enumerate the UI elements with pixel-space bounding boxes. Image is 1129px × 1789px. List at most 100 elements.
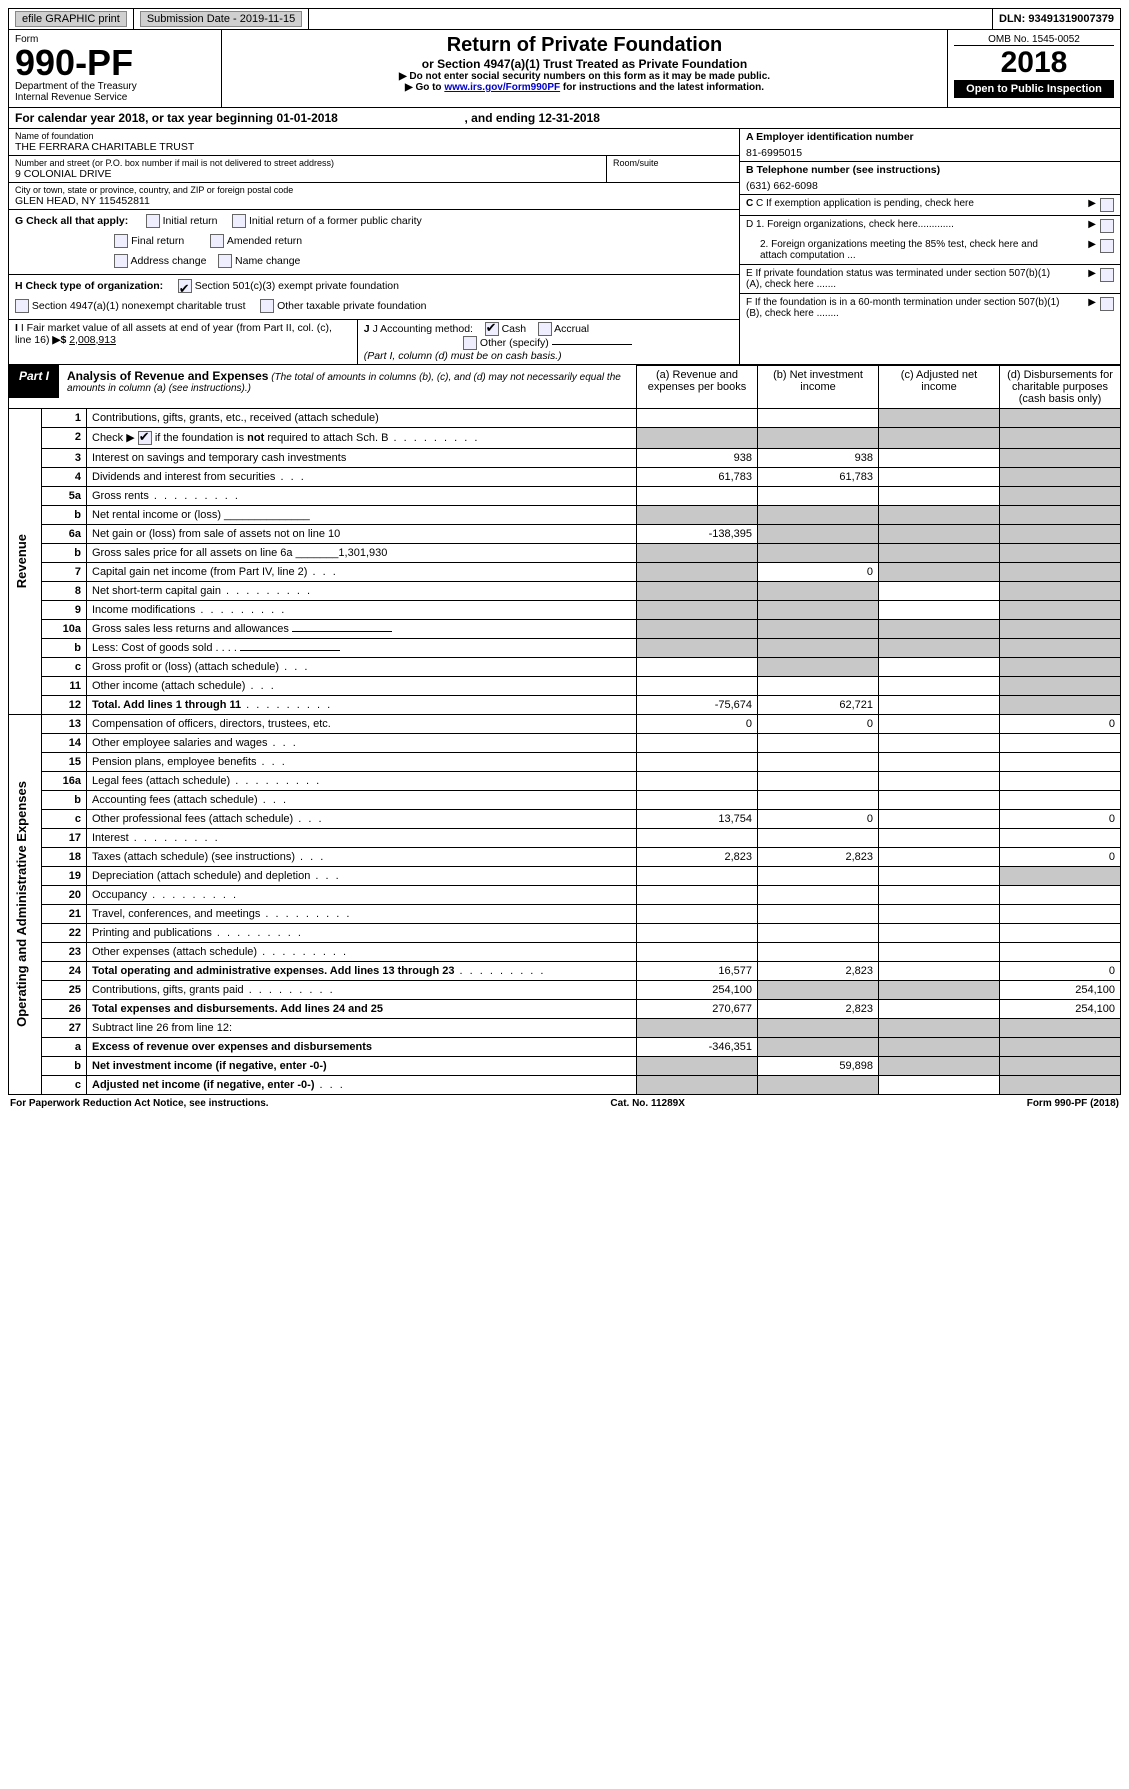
value-cell xyxy=(637,408,758,427)
row-desc: Net gain or (loss) from sale of assets n… xyxy=(87,524,637,543)
chk-other-taxable[interactable] xyxy=(260,299,274,313)
row-number: 14 xyxy=(42,733,87,752)
chk-sch-b[interactable] xyxy=(138,431,152,445)
city-label: City or town, state or province, country… xyxy=(15,185,733,195)
h-label: H Check type of organization: xyxy=(15,280,163,292)
g-opt-1: Initial return of a former public charit… xyxy=(249,215,422,227)
name-label: Name of foundation xyxy=(15,131,733,141)
chk-initial-return[interactable] xyxy=(146,214,160,228)
value-cell xyxy=(637,771,758,790)
row-desc: Capital gain net income (from Part IV, l… xyxy=(87,562,637,581)
row-number: 7 xyxy=(42,562,87,581)
value-cell xyxy=(758,600,879,619)
chk-accrual[interactable] xyxy=(538,322,552,336)
value-cell xyxy=(879,733,1000,752)
value-cell xyxy=(1000,771,1121,790)
value-cell: 254,100 xyxy=(637,980,758,999)
open-inspection: Open to Public Inspection xyxy=(954,80,1114,98)
value-cell: 61,783 xyxy=(758,467,879,486)
row-number: 6a xyxy=(42,524,87,543)
table-row: 18Taxes (attach schedule) (see instructi… xyxy=(9,847,1121,866)
value-cell: 0 xyxy=(1000,714,1121,733)
row-desc: Net rental income or (loss) ____________… xyxy=(87,505,637,524)
value-cell xyxy=(879,619,1000,638)
row-number: 19 xyxy=(42,866,87,885)
row-number: 27 xyxy=(42,1018,87,1037)
col-b-header: (b) Net investment income xyxy=(758,365,879,408)
chk-f[interactable] xyxy=(1100,297,1114,311)
row-desc: Total. Add lines 1 through 11 xyxy=(87,695,637,714)
value-cell xyxy=(758,657,879,676)
value-cell: 2,823 xyxy=(758,847,879,866)
calendar-year-row: For calendar year 2018, or tax year begi… xyxy=(8,108,1121,129)
value-cell: 0 xyxy=(758,809,879,828)
value-cell xyxy=(758,904,879,923)
row-desc: Excess of revenue over expenses and disb… xyxy=(87,1037,637,1056)
value-cell xyxy=(879,427,1000,448)
row-number: 18 xyxy=(42,847,87,866)
city-value: GLEN HEAD, NY 115452811 xyxy=(15,195,733,207)
value-cell xyxy=(1000,752,1121,771)
form-subtitle: or Section 4947(a)(1) Trust Treated as P… xyxy=(228,57,941,71)
chk-cash[interactable] xyxy=(485,322,499,336)
row-desc: Less: Cost of goods sold . . . . xyxy=(87,638,637,657)
part1-label: Part I xyxy=(9,365,59,398)
table-row: 6aNet gain or (loss) from sale of assets… xyxy=(9,524,1121,543)
value-cell xyxy=(879,999,1000,1018)
chk-c[interactable] xyxy=(1100,198,1114,212)
chk-initial-former[interactable] xyxy=(232,214,246,228)
room-cell: Room/suite xyxy=(607,156,739,182)
chk-amended[interactable] xyxy=(210,234,224,248)
row-number: 9 xyxy=(42,600,87,619)
chk-d1[interactable] xyxy=(1100,219,1114,233)
chk-final-return[interactable] xyxy=(114,234,128,248)
efile-label: efile GRAPHIC print xyxy=(15,11,127,27)
table-row: 17Interest xyxy=(9,828,1121,847)
value-cell: -138,395 xyxy=(637,524,758,543)
row-number: 11 xyxy=(42,676,87,695)
value-cell: 938 xyxy=(637,448,758,467)
chk-address-change[interactable] xyxy=(114,254,128,268)
value-cell xyxy=(879,809,1000,828)
chk-e[interactable] xyxy=(1100,268,1114,282)
side-label: Operating and Administrative Expenses xyxy=(9,714,42,1094)
j-label: J Accounting method: xyxy=(373,322,473,334)
chk-name-change[interactable] xyxy=(218,254,232,268)
value-cell xyxy=(637,562,758,581)
part1-title: Analysis of Revenue and Expenses xyxy=(67,369,268,383)
value-cell xyxy=(879,790,1000,809)
table-row: 4Dividends and interest from securities6… xyxy=(9,467,1121,486)
col-d-header: (d) Disbursements for charitable purpose… xyxy=(1000,365,1121,408)
dept-1: Department of the Treasury xyxy=(15,81,215,92)
form-link[interactable]: www.irs.gov/Form990PF xyxy=(444,82,560,93)
row-number: 5a xyxy=(42,486,87,505)
value-cell xyxy=(1000,486,1121,505)
chk-other-method[interactable] xyxy=(463,336,477,350)
table-row: 21Travel, conferences, and meetings xyxy=(9,904,1121,923)
chk-501c3[interactable] xyxy=(178,279,192,293)
value-cell xyxy=(1000,408,1121,427)
value-cell xyxy=(879,1075,1000,1094)
row-desc: Other professional fees (attach schedule… xyxy=(87,809,637,828)
h-opt-3: Other taxable private foundation xyxy=(277,300,426,312)
row-desc: Subtract line 26 from line 12: xyxy=(87,1018,637,1037)
j-cash: Cash xyxy=(502,322,527,334)
h-opt-2: Section 4947(a)(1) nonexempt charitable … xyxy=(32,300,246,312)
row-desc: Net short-term capital gain xyxy=(87,581,637,600)
table-row: 11Other income (attach schedule) xyxy=(9,676,1121,695)
value-cell xyxy=(758,980,879,999)
footer: For Paperwork Reduction Act Notice, see … xyxy=(8,1095,1121,1112)
value-cell xyxy=(637,657,758,676)
chk-d2[interactable] xyxy=(1100,239,1114,253)
value-cell xyxy=(879,467,1000,486)
dln-box: DLN: 93491319007379 xyxy=(993,9,1120,29)
table-row: 3Interest on savings and temporary cash … xyxy=(9,448,1121,467)
value-cell xyxy=(879,486,1000,505)
chk-4947a1[interactable] xyxy=(15,299,29,313)
row-desc: Total operating and administrative expen… xyxy=(87,961,637,980)
value-cell xyxy=(758,866,879,885)
tax-year: 2018 xyxy=(954,46,1114,80)
row-desc: Check ▶ if the foundation is not require… xyxy=(87,427,637,448)
value-cell xyxy=(637,543,758,562)
table-row: 19Depreciation (attach schedule) and dep… xyxy=(9,866,1121,885)
